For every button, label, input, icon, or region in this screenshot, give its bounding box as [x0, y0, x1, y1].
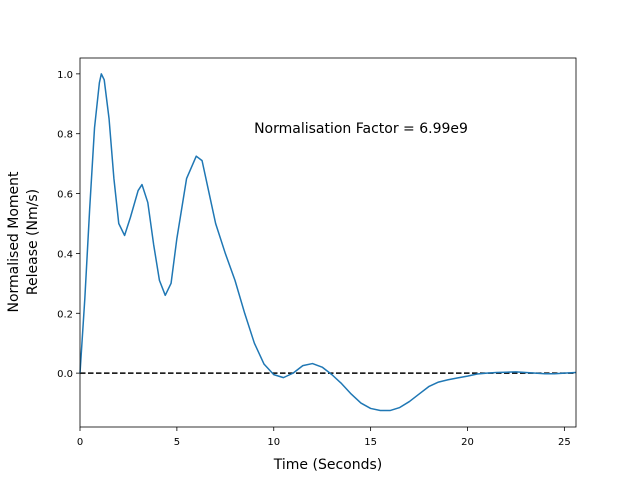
annotation: Normalisation Factor = 6.99e9 [254, 121, 468, 137]
x-axis-label: Time (Seconds) [273, 457, 382, 473]
y-tick-label: 0.8 [57, 130, 73, 141]
y-axis-label: Normalised Moment [6, 171, 22, 313]
x-tick-label: 20 [461, 437, 474, 448]
x-tick-label: 0 [77, 437, 83, 448]
y-tick-label: 0.0 [57, 369, 73, 380]
x-tick-label: 15 [364, 437, 377, 448]
y-tick-label: 0.2 [57, 309, 73, 320]
y-axis-label: Release (Nm/s) [25, 189, 41, 295]
y-tick-label: 0.6 [57, 190, 73, 201]
x-tick-label: 5 [174, 437, 180, 448]
data-line [79, 73, 577, 412]
plot-frame [79, 57, 577, 428]
x-tick-label: 25 [558, 437, 571, 448]
y-tick-label: 0.4 [57, 249, 73, 260]
y-tick-label: 1.0 [57, 70, 73, 81]
x-tick-label: 10 [267, 437, 280, 448]
